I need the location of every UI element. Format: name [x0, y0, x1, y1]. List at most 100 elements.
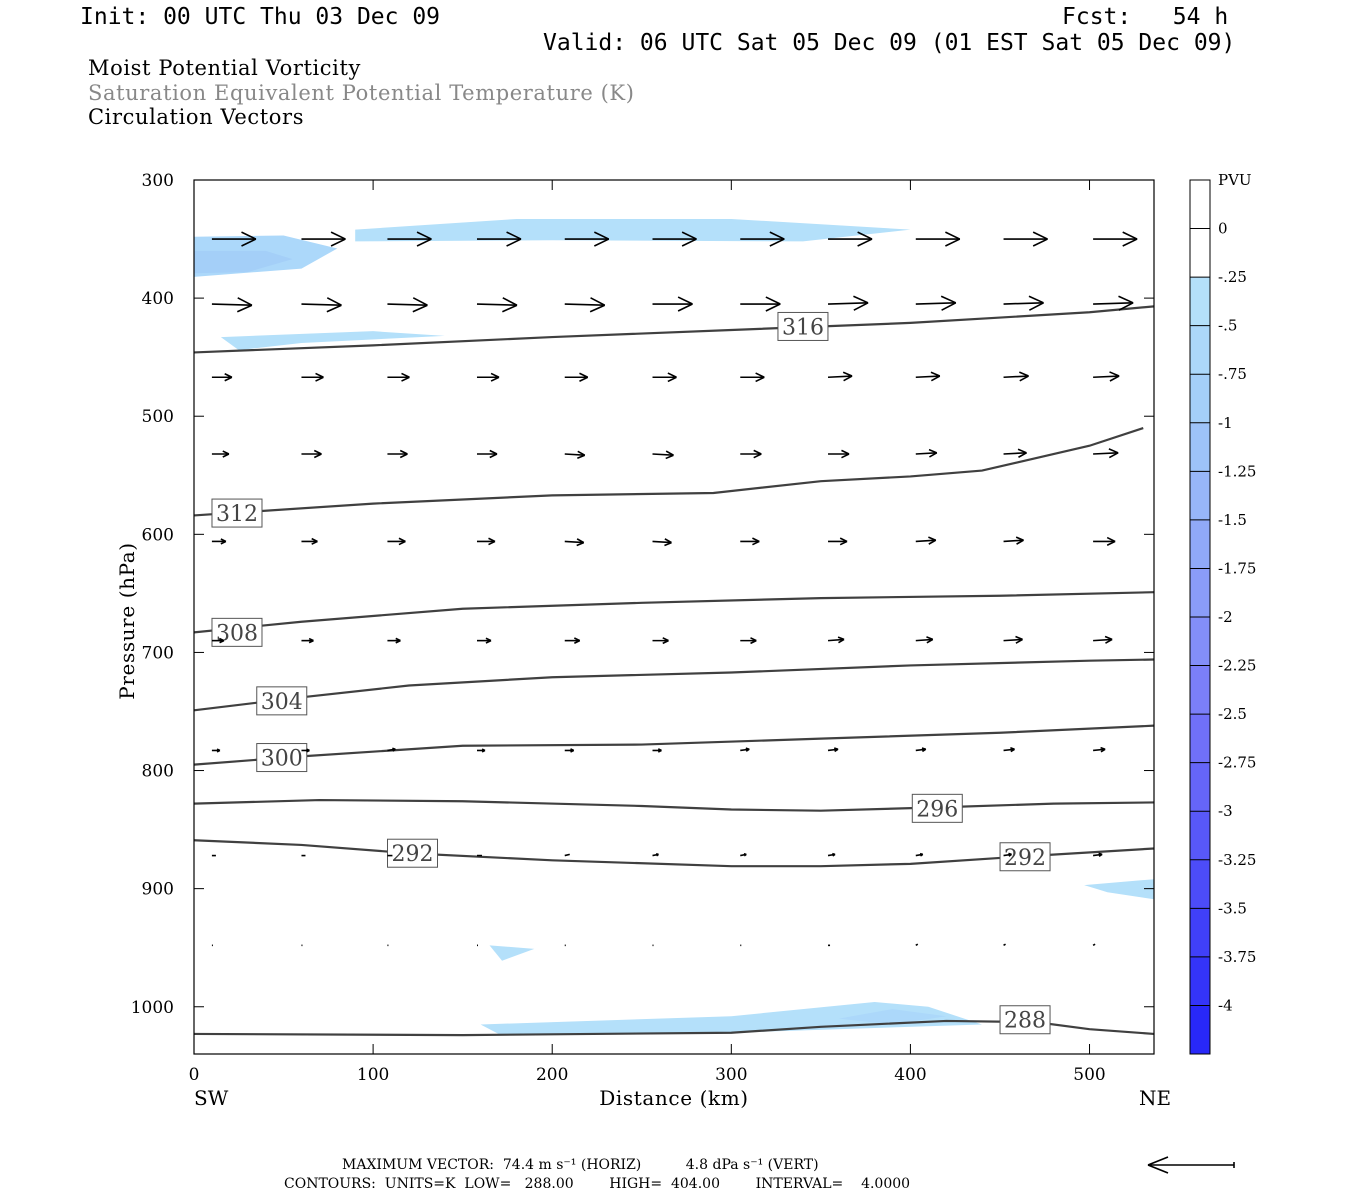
vector-shaft [1092, 943, 1096, 947]
colorbar-label: -3.25 [1218, 851, 1256, 869]
vector-arrow [1093, 448, 1119, 459]
contour-label-300: 300 [256, 743, 308, 773]
vector-shaft [915, 638, 933, 642]
circulation-vectors [211, 231, 1138, 947]
contour-label-box [211, 498, 263, 528]
vector-head [769, 238, 785, 247]
vector-head [765, 303, 781, 312]
vector-head [1118, 302, 1134, 311]
x-tick-label: 0 [189, 1065, 200, 1085]
vector-head [940, 295, 957, 304]
vector-head [857, 238, 873, 247]
vector-arrow [476, 637, 492, 644]
vector-shaft [915, 302, 956, 305]
vector-head [315, 376, 324, 382]
vector-head [395, 639, 401, 644]
vector-arrow [1092, 943, 1096, 947]
vector-head [1108, 448, 1119, 454]
pv-region-1 [194, 250, 293, 274]
vector-arrow [1093, 746, 1106, 753]
colorbar-swatch [1190, 762, 1210, 812]
vector-arrow [828, 231, 873, 247]
vector-arrow [652, 538, 672, 547]
vector-head [570, 749, 575, 753]
colorbar-label: 0 [1218, 220, 1228, 238]
colorbar-label: -2.25 [1218, 657, 1256, 675]
vector-arrow [915, 536, 937, 545]
vector-head [416, 231, 432, 240]
vector-head [677, 303, 693, 312]
vector-head [681, 231, 697, 240]
vector-head [506, 231, 522, 240]
vector-arrow [387, 449, 408, 459]
vector-arrow [564, 637, 581, 644]
vector-arrow [740, 296, 781, 312]
vector-head [929, 452, 938, 458]
vector-arrow [301, 231, 346, 247]
vector-head [488, 537, 496, 543]
vector-head [1028, 302, 1044, 311]
contour-label-box [256, 686, 308, 716]
vector-shaft [652, 453, 674, 457]
colorbar-title: PVU [1218, 171, 1252, 189]
contour-label-312: 312 [211, 498, 263, 528]
vector-head [236, 304, 253, 313]
vector-arrow [476, 231, 522, 247]
x-tick-label: 200 [536, 1065, 568, 1085]
vector-head [579, 376, 589, 382]
y-tick-label: 800 [142, 762, 174, 782]
vector-head [481, 749, 486, 753]
vector-arrow [740, 449, 762, 459]
vector-head [839, 540, 848, 546]
colorbar-label: -2 [1218, 608, 1233, 626]
pv-region-2 [355, 218, 911, 242]
vector-head [834, 748, 839, 753]
contour-label-text: 316 [782, 315, 824, 340]
vector-head [1017, 448, 1027, 454]
vector-arrow [387, 372, 410, 382]
plot-frame [193, 179, 1155, 1055]
vector-shaft [828, 302, 869, 305]
colorbar-swatch [1190, 180, 1210, 229]
vector-arrow [915, 852, 924, 857]
contour-label-296: 296 [911, 793, 963, 823]
vector-arrow [652, 296, 693, 312]
vector-arrow [652, 852, 659, 857]
vector-arrow [827, 371, 853, 382]
vector-arrow [1093, 371, 1120, 382]
colorbar-swatch [1190, 665, 1210, 715]
vector-arrow [827, 747, 839, 753]
vector-head [490, 372, 500, 378]
vector-head [224, 376, 233, 382]
y-tick-label: 900 [142, 880, 174, 900]
vector-arrow [828, 537, 848, 546]
pv-shading-layer [194, 218, 1154, 1034]
vector-arrow [1093, 635, 1113, 644]
colorbar-swatch [1190, 568, 1210, 617]
vector-head [765, 296, 781, 305]
vector-head [677, 296, 693, 305]
vector-head [926, 636, 934, 641]
max-vector-note: MAXIMUM VECTOR: 74.4 m s⁻¹ (HORIZ) 4.8 d… [342, 1157, 819, 1173]
colorbar-label: -4 [1218, 996, 1233, 1014]
contour-label-292: 292 [387, 838, 439, 868]
colorbar-label: -.25 [1218, 268, 1247, 286]
contour-line-288 [193, 1019, 1155, 1037]
vector-arrow [387, 297, 428, 313]
vector-head [1109, 371, 1120, 377]
vector-head [1032, 231, 1048, 240]
vector-head [219, 639, 225, 644]
vector-arrow [1003, 635, 1023, 644]
vector-head [1122, 231, 1138, 240]
vector-head [326, 297, 342, 306]
vector-head [930, 375, 941, 382]
contour-label-304: 304 [256, 686, 308, 716]
vector-head [839, 537, 848, 543]
vector-head [1019, 371, 1029, 377]
pv-colorbar: PVU 0 -.25 -.5 -.75 -1 -1.25 -1.5 -1.75 -2 -2.25 -2… [1189, 171, 1256, 1055]
vector-shaft [915, 539, 936, 543]
vector-head [930, 371, 941, 377]
vector-head [1098, 853, 1103, 858]
colorbar-swatch [1190, 228, 1210, 278]
vector-arrow [211, 538, 227, 545]
